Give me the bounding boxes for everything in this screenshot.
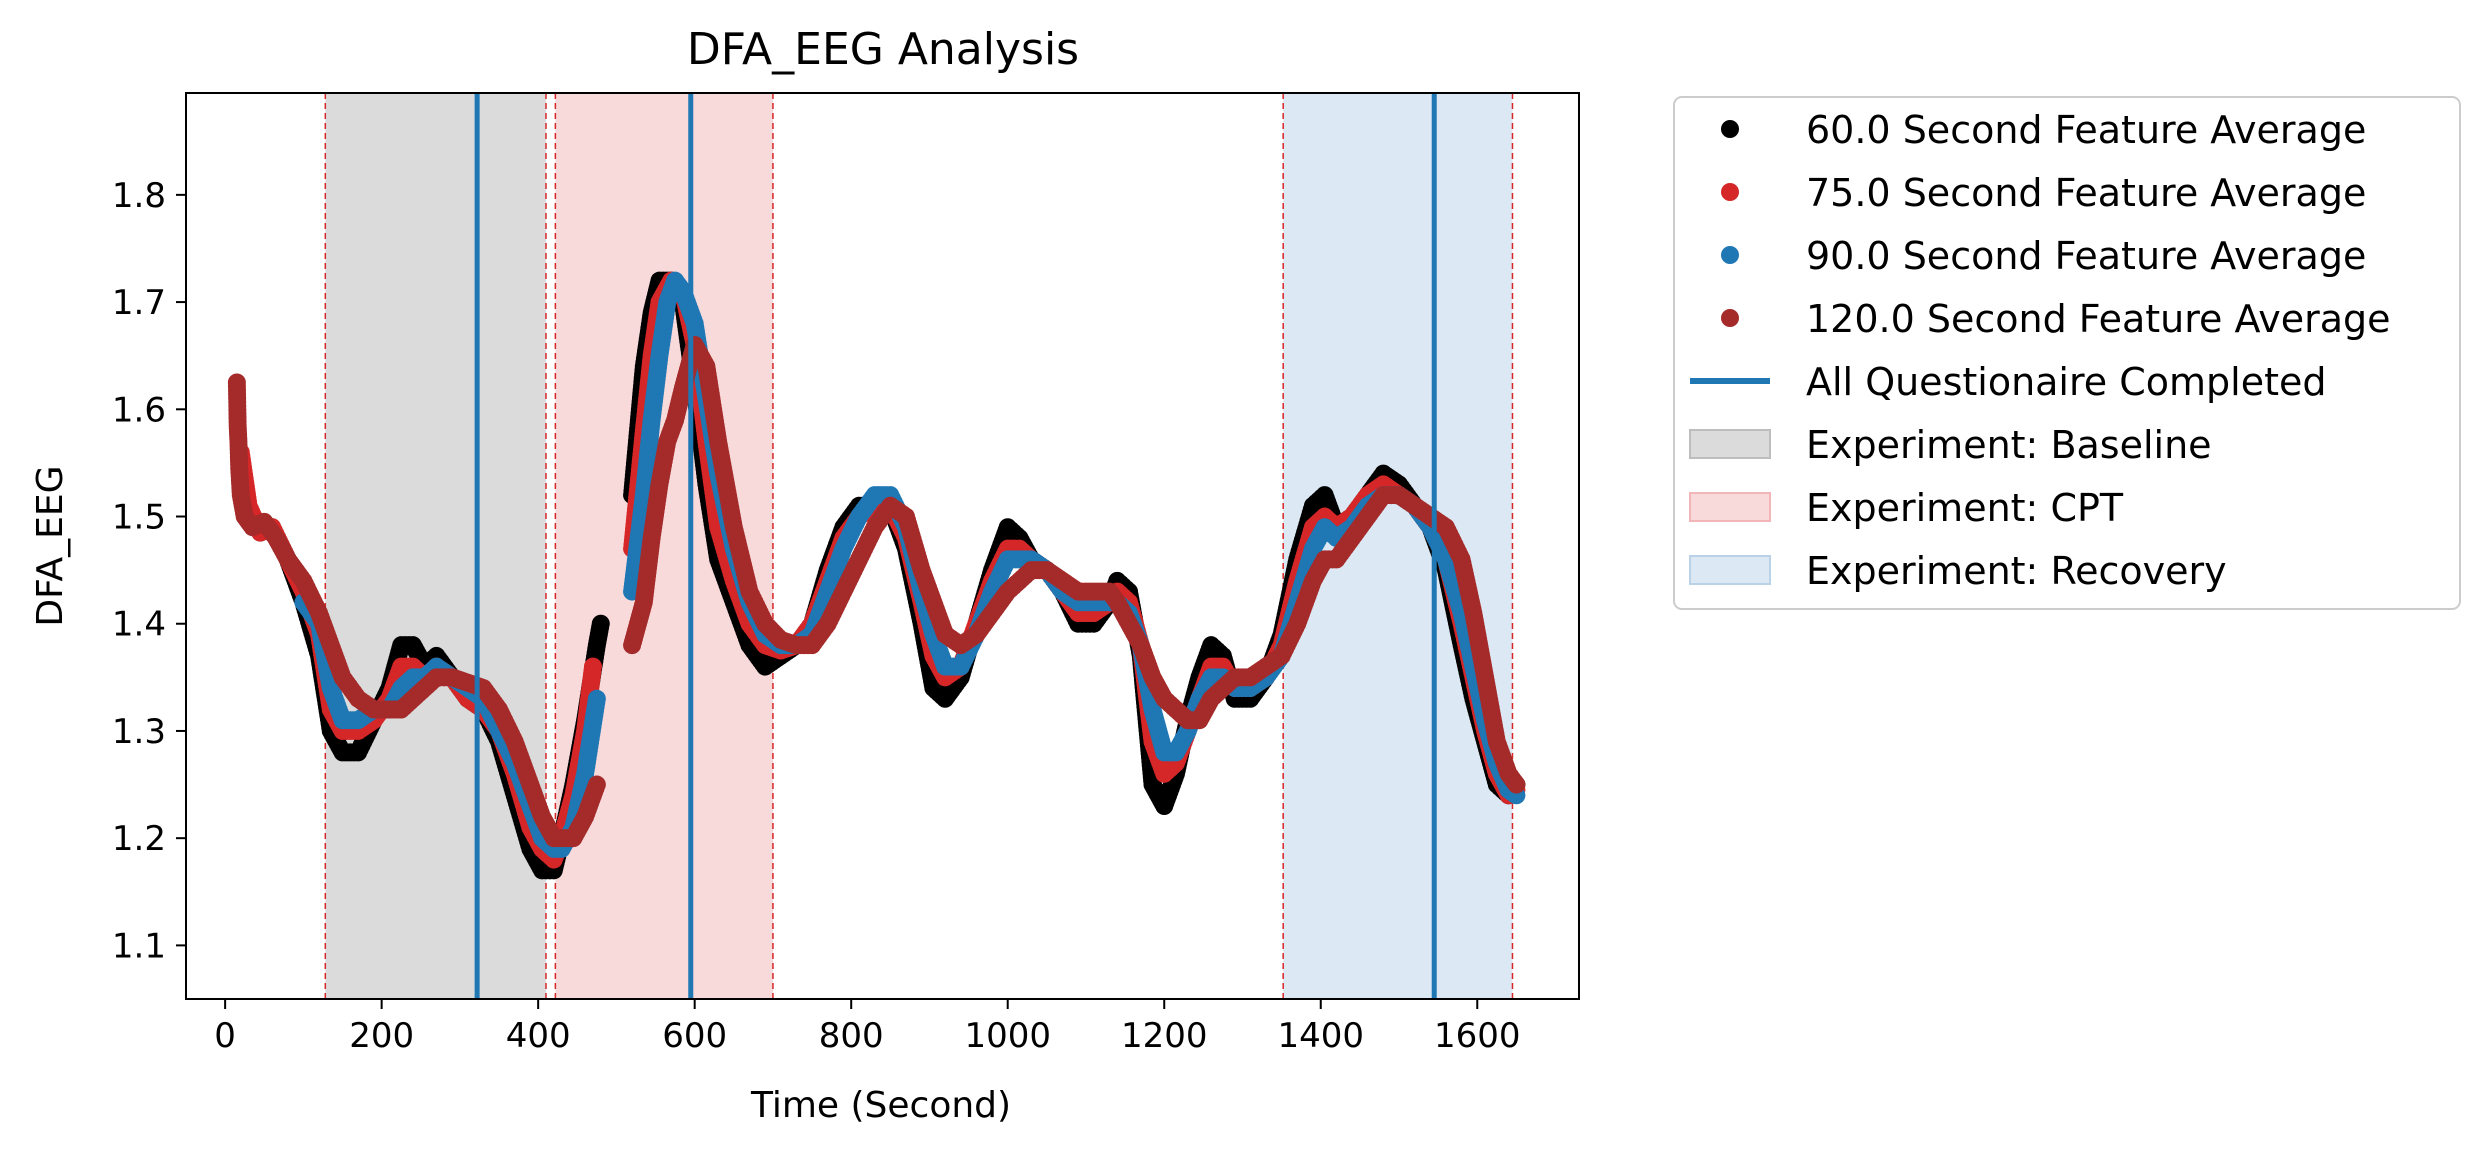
legend-marker xyxy=(1721,309,1739,327)
x-tick-label: 1600 xyxy=(1434,1016,1521,1056)
legend-marker xyxy=(1721,246,1739,264)
x-tick-label: 1400 xyxy=(1277,1016,1364,1056)
y-tick-label: 1.3 xyxy=(112,712,166,752)
x-tick-label: 1200 xyxy=(1121,1016,1208,1056)
x-tick-label: 600 xyxy=(662,1016,727,1056)
region-0 xyxy=(325,93,546,999)
legend-label: Experiment: Baseline xyxy=(1806,423,2212,467)
x-tick-label: 400 xyxy=(506,1016,571,1056)
plot-area xyxy=(185,92,1580,1000)
y-tick-label: 1.6 xyxy=(112,390,166,430)
point xyxy=(583,657,602,676)
legend: 60.0 Second Feature Average 75.0 Second F… xyxy=(1673,96,2461,610)
legend-label: 60.0 Second Feature Average xyxy=(1806,108,2366,152)
legend-label: 120.0 Second Feature Average xyxy=(1806,297,2391,341)
legend-label: Experiment: Recovery xyxy=(1806,549,2227,593)
legend-label: All Questionaire Completed xyxy=(1806,360,2327,404)
legend-label: 90.0 Second Feature Average xyxy=(1806,234,2366,278)
chart-title: DFA_EEG Analysis xyxy=(687,24,1079,75)
point xyxy=(1507,775,1526,794)
legend-patch xyxy=(1689,555,1771,585)
point xyxy=(587,775,606,794)
x-tick-label: 800 xyxy=(819,1016,884,1056)
legend-frame xyxy=(1673,96,2461,610)
legend-patch xyxy=(1689,492,1771,522)
legend-marker xyxy=(1721,120,1739,138)
y-tick-label: 1.8 xyxy=(112,176,166,216)
plot-frame xyxy=(185,92,1580,1000)
y-tick-label: 1.2 xyxy=(112,819,166,859)
y-tick-label: 1.5 xyxy=(112,498,166,538)
point xyxy=(587,689,606,708)
x-axis: 0 200 400 600 800 1000 1200 1400 1600 xyxy=(214,999,1521,1056)
y-axis: 1.1 1.2 1.3 1.4 1.5 1.6 1.7 1.8 xyxy=(112,176,186,966)
y-axis-label: DFA_EEG xyxy=(30,465,71,626)
series-3 xyxy=(227,335,1526,848)
y-tick-label: 1.7 xyxy=(112,283,166,323)
legend-patch xyxy=(1689,429,1771,459)
x-tick-label: 200 xyxy=(349,1016,414,1056)
legend-marker xyxy=(1721,183,1739,201)
y-tick-label: 1.1 xyxy=(112,926,166,966)
x-tick-label: 1000 xyxy=(964,1016,1051,1056)
point xyxy=(591,614,610,633)
x-axis-label: Time (Second) xyxy=(750,1085,1011,1126)
x-tick-label: 0 xyxy=(214,1016,236,1056)
legend-label: Experiment: CPT xyxy=(1806,486,2124,530)
legend-label: 75.0 Second Feature Average xyxy=(1806,171,2366,215)
y-tick-label: 1.4 xyxy=(112,605,166,645)
